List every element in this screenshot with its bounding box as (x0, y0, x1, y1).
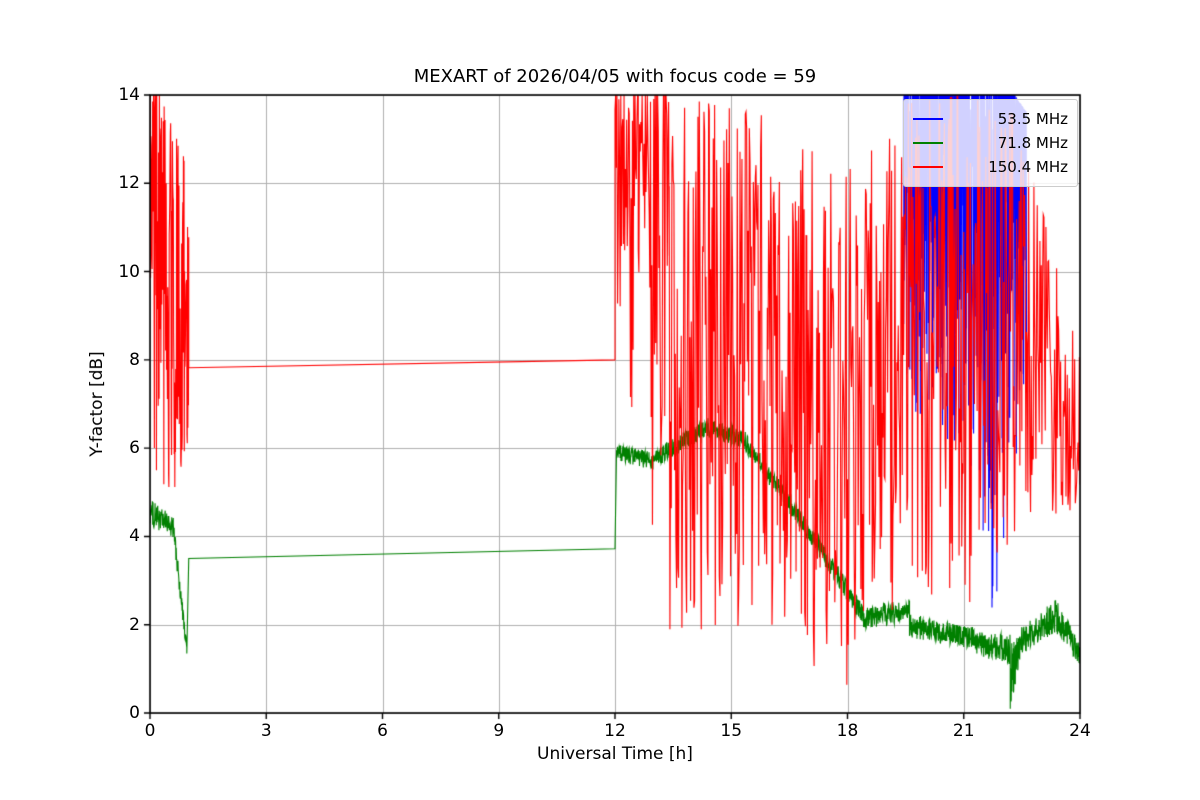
legend: 53.5 MHz 71.8 MHz 150.4 MHz (903, 99, 1078, 187)
legend-label: 71.8 MHz (997, 134, 1068, 152)
x-axis-label: Universal Time [h] (537, 744, 693, 764)
legend-entry-53-5-mhz: 53.5 MHz (913, 107, 1068, 131)
legend-entry-150-4-mhz: 150.4 MHz (913, 155, 1068, 179)
legend-label: 150.4 MHz (988, 158, 1068, 176)
chart-title: MEXART of 2026/04/05 with focus code = 5… (413, 66, 817, 87)
legend-label: 53.5 MHz (997, 110, 1068, 128)
legend-line-sample (913, 142, 943, 144)
legend-line-sample (913, 166, 943, 168)
y-axis-label: Y-factor [dB] (87, 351, 107, 457)
legend-entry-71-8-mhz: 71.8 MHz (913, 131, 1068, 155)
legend-line-sample (913, 118, 943, 120)
